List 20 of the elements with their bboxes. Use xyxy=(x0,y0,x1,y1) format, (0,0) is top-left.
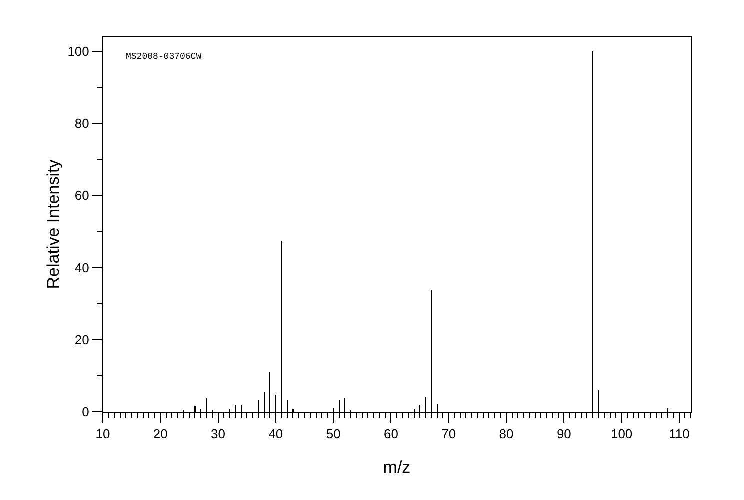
x-axis-title: m/z xyxy=(383,458,411,477)
x-tick-label: 50 xyxy=(326,426,341,442)
annotation: MS2008-03706CW xyxy=(126,52,202,62)
y-axis-title: Relative Intensity xyxy=(44,159,63,290)
x-tick-label: 20 xyxy=(153,426,168,442)
x-tick-label: 80 xyxy=(499,426,514,442)
y-tick-label: 0 xyxy=(82,404,90,420)
x-tick-label: 10 xyxy=(96,426,110,442)
y-tick-label: 80 xyxy=(74,116,90,132)
x-tick-label: 60 xyxy=(384,426,398,442)
y-tick-label: 20 xyxy=(74,332,90,348)
x-tick-label: 100 xyxy=(610,426,633,442)
y-tick-label: 60 xyxy=(74,188,90,204)
y-tick-label: 40 xyxy=(74,260,90,276)
x-tick-label: 90 xyxy=(556,426,572,442)
x-tick-label: 70 xyxy=(442,426,456,442)
y-tick-label: 100 xyxy=(68,44,90,59)
x-tick-label: 30 xyxy=(211,426,226,442)
x-tick-label: 40 xyxy=(268,426,284,442)
x-tick-label: 110 xyxy=(669,426,690,442)
